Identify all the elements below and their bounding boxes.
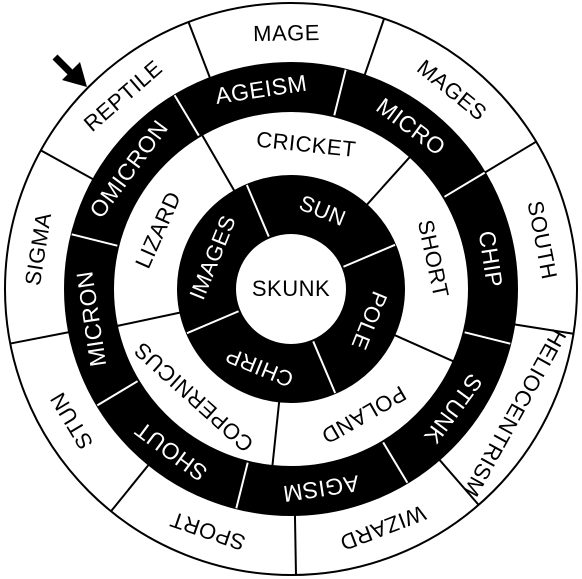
ring-divider — [463, 331, 511, 345]
ring-divider — [10, 331, 70, 345]
ring-divider — [342, 243, 396, 269]
ring-divider — [311, 340, 337, 394]
ring-divider — [365, 156, 411, 206]
ring-divider — [293, 514, 297, 575]
ring-word: MAGE — [253, 20, 320, 46]
ring-divider — [271, 401, 281, 467]
center-hub: SKUNK — [234, 232, 348, 346]
ring-divider — [363, 18, 386, 76]
ring-divider — [173, 94, 201, 137]
ring-divider — [187, 21, 211, 79]
ring-divider — [110, 464, 150, 512]
ring-divider — [40, 149, 94, 181]
center-word: SKUNK — [252, 276, 330, 301]
ring-divider — [186, 309, 240, 335]
ring-divider — [96, 379, 139, 407]
ring-divider — [443, 171, 486, 199]
ring-divider — [514, 323, 574, 335]
ring-divider — [201, 134, 236, 192]
arrow-down-right-icon — [52, 54, 87, 87]
ring-divider — [438, 458, 480, 506]
ring-divider — [245, 184, 271, 238]
ring-divider — [393, 334, 455, 363]
ring-divider — [333, 69, 347, 117]
ring-divider — [116, 311, 181, 327]
center-circle — [234, 232, 348, 346]
ring-divider — [235, 461, 249, 509]
ring-divider — [381, 441, 409, 484]
ring-divider — [71, 233, 119, 247]
ring-divider — [484, 140, 537, 174]
